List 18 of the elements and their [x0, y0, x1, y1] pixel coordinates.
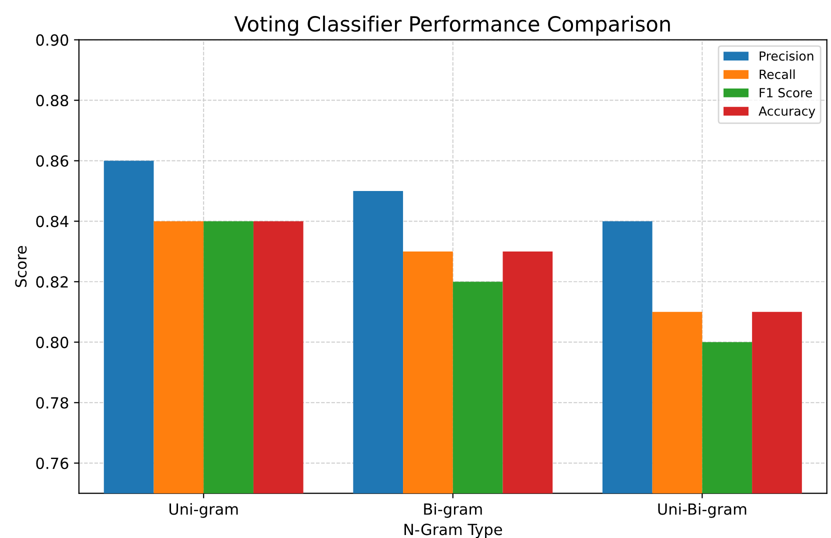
x-tick-label: Bi-gram — [424, 503, 482, 518]
y-tick-label: 0.78 — [36, 397, 68, 409]
legend-label: Accuracy — [758, 106, 816, 118]
chart-title: Voting Classifier Performance Comparison — [234, 16, 670, 36]
legend-label: Recall — [760, 69, 795, 80]
y-tick-label: 0.82 — [36, 276, 68, 288]
legend-label: Precision — [760, 51, 814, 61]
x-axis-title: N-Gram Type — [404, 524, 502, 538]
y-tick-label: 0.76 — [36, 458, 68, 470]
y-tick-label: 0.88 — [36, 94, 68, 106]
x-tick-label: Uni-gram — [170, 503, 238, 518]
y-tick-label: 0.90 — [36, 34, 68, 46]
y-axis-title: Score — [15, 246, 27, 287]
legend-label: F1 Score — [760, 88, 812, 98]
x-tick-label: Uni-Bi-gram — [658, 503, 746, 518]
y-tick-label: 0.84 — [36, 216, 68, 228]
y-tick-label: 0.80 — [36, 336, 68, 348]
y-tick-label: 0.86 — [36, 155, 68, 167]
